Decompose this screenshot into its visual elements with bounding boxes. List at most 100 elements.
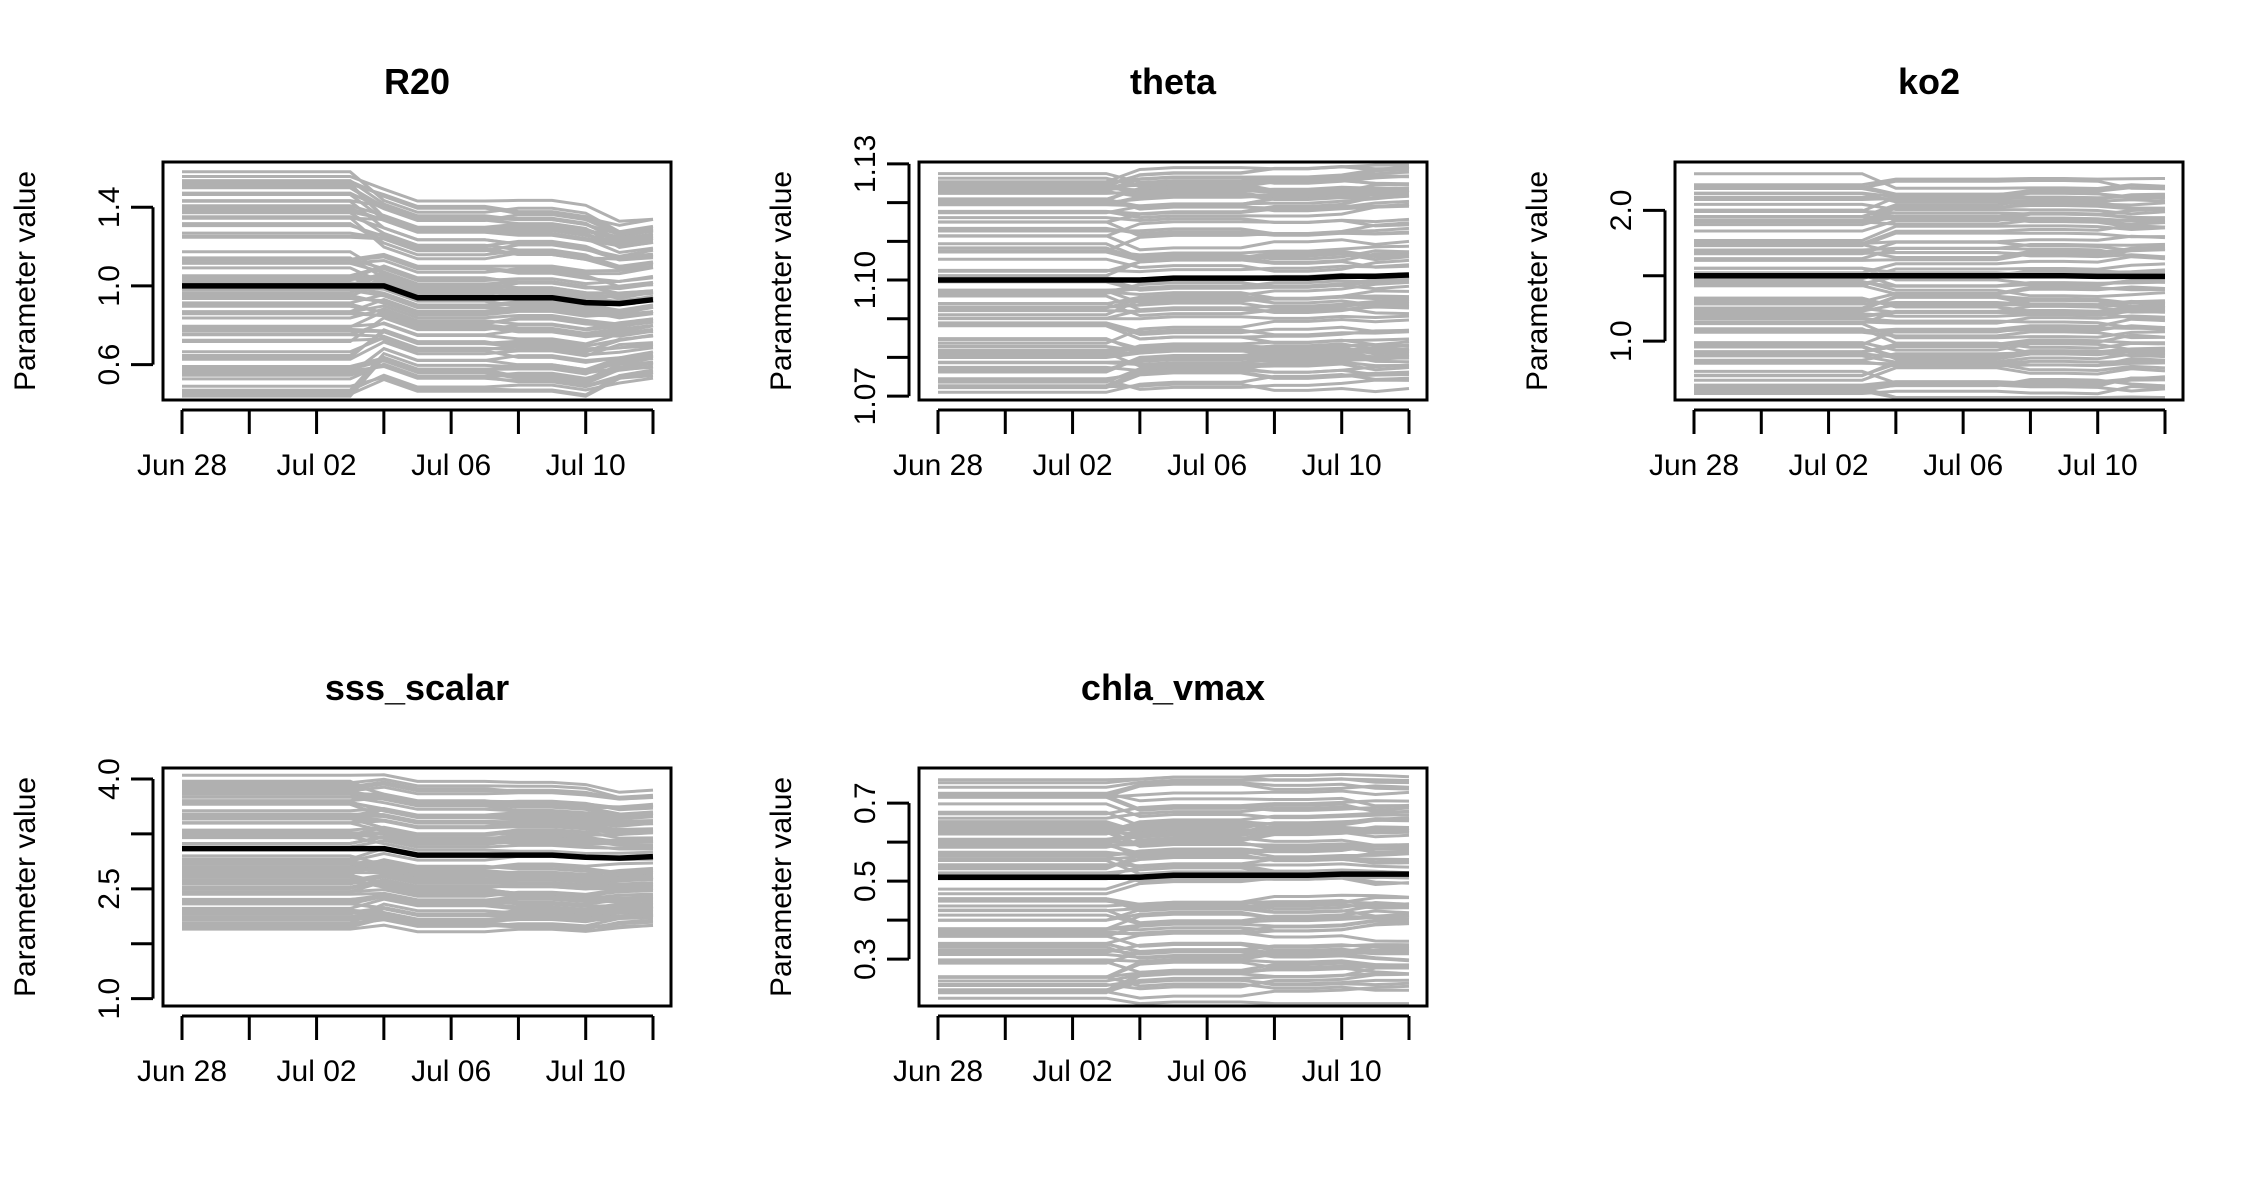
x-tick-label: Jul 06 bbox=[1167, 449, 1247, 482]
ensemble-member-line bbox=[1694, 330, 2166, 340]
ensemble-member-line bbox=[1694, 308, 2166, 319]
mean-series-line bbox=[1694, 273, 2165, 280]
y-tick-label: 1.13 bbox=[849, 135, 882, 193]
ensemble-member-line bbox=[938, 189, 1410, 204]
ensemble-member-line bbox=[1694, 177, 2166, 187]
ensemble-member-line bbox=[938, 984, 1410, 1000]
ensemble-member-line bbox=[182, 185, 654, 236]
x-tick-label: Jul 06 bbox=[1167, 1055, 1247, 1088]
plot-frame bbox=[917, 160, 1429, 402]
ensemble-member-line bbox=[1694, 262, 2166, 281]
panel-title: R20 bbox=[384, 61, 450, 102]
ensemble-member-line bbox=[938, 244, 1410, 257]
ensemble-member-line bbox=[1694, 172, 2166, 191]
x-tick-label: Jul 10 bbox=[1302, 1055, 1382, 1088]
ensemble-member-line bbox=[182, 364, 654, 389]
ensemble-member-line bbox=[938, 822, 1410, 832]
ensemble-member-line bbox=[938, 314, 1410, 321]
y-tick-label: 4.0 bbox=[93, 758, 126, 800]
ensemble-member-line bbox=[182, 878, 654, 891]
ensemble-member-line bbox=[938, 234, 1410, 252]
ensemble-member-line bbox=[1694, 317, 2166, 331]
ensemble-member-line bbox=[938, 165, 1410, 186]
ensemble-member-line bbox=[182, 312, 654, 338]
ensemble-member-line bbox=[1694, 242, 2166, 261]
x-tick-label: Jul 10 bbox=[1302, 449, 1382, 482]
ensemble-member-line bbox=[1694, 349, 2166, 362]
ensemble-member-line bbox=[938, 830, 1410, 849]
ensemble-member-line bbox=[938, 257, 1410, 273]
ensemble-member-line bbox=[938, 352, 1410, 374]
ensemble-member-line bbox=[938, 859, 1410, 876]
y-tick-label: 1.0 bbox=[93, 978, 126, 1020]
ensemble-member-line bbox=[182, 340, 654, 361]
plot-frame bbox=[161, 766, 673, 1008]
ensemble-member-line bbox=[1694, 322, 2166, 340]
ensemble-member-line bbox=[938, 960, 1410, 974]
y-tick-label: 1.0 bbox=[1605, 320, 1638, 362]
ensemble-member-line bbox=[1694, 255, 2166, 275]
ensemble-member-line bbox=[182, 368, 654, 397]
panel-title: theta bbox=[1130, 61, 1217, 102]
y-axis-label: Parameter value bbox=[9, 777, 42, 997]
ensemble-member-line bbox=[1694, 285, 2166, 304]
ensemble-member-line bbox=[938, 945, 1410, 960]
ensemble-member-line bbox=[182, 859, 654, 870]
ensemble-member-line bbox=[182, 256, 654, 305]
ensemble-member-line bbox=[938, 966, 1409, 987]
ensemble-member-line bbox=[938, 843, 1410, 857]
mean-series-line bbox=[938, 871, 1409, 880]
ensemble-member-line bbox=[1694, 341, 2166, 354]
y-axis-label: Parameter value bbox=[765, 171, 798, 391]
ensemble-member-line bbox=[938, 914, 1410, 931]
ensemble-member-line bbox=[182, 871, 654, 884]
ensemble-member-line bbox=[938, 296, 1410, 317]
y-tick-label: 2.0 bbox=[1605, 190, 1638, 232]
ensemble-member-line bbox=[938, 362, 1410, 384]
ensemble-member-line bbox=[938, 996, 1409, 1006]
y-tick-label: 1.4 bbox=[93, 186, 126, 228]
ensemble-member-line bbox=[1694, 179, 2166, 191]
y-tick-label: 0.5 bbox=[849, 860, 882, 902]
ensemble-member-line bbox=[182, 923, 654, 934]
ensemble-member-line bbox=[182, 854, 654, 881]
y-tick-label: 1.07 bbox=[849, 367, 882, 425]
y-tick-label: 0.3 bbox=[849, 938, 882, 980]
ensemble-member-line bbox=[1694, 191, 2166, 200]
ensemble-member-line bbox=[938, 321, 1410, 337]
ensemble-member-line bbox=[938, 795, 1409, 814]
ensemble-member-line bbox=[1694, 195, 2166, 207]
mean-series-line bbox=[182, 845, 654, 861]
x-tick-label: Jul 06 bbox=[411, 449, 491, 482]
ensemble-member-line bbox=[938, 919, 1410, 936]
y-axis-label: Parameter value bbox=[9, 171, 42, 391]
x-tick-label: Jun 28 bbox=[893, 449, 983, 482]
ensemble-member-line bbox=[938, 342, 1410, 359]
ensemble-member-line bbox=[1694, 207, 2166, 233]
y-tick-label: 1.10 bbox=[849, 251, 882, 309]
ensemble-member-line bbox=[938, 958, 1410, 979]
ensemble-member-line bbox=[182, 322, 654, 346]
ensemble-member-line bbox=[938, 324, 1410, 345]
ensemble-member-line bbox=[1694, 384, 2166, 396]
y-tick-label: 0.6 bbox=[93, 344, 126, 386]
ensemble-member-line bbox=[938, 192, 1410, 216]
ensemble-member-line bbox=[182, 183, 654, 245]
ensemble-member-line bbox=[1694, 338, 2166, 354]
ensemble-member-line bbox=[1694, 366, 2166, 382]
ensemble-member-line bbox=[182, 875, 654, 888]
ensemble-member-line bbox=[938, 197, 1410, 213]
ensemble-member-line bbox=[938, 817, 1410, 832]
x-tick-label: Jun 28 bbox=[1649, 449, 1739, 482]
x-tick-label: Jun 28 bbox=[137, 449, 227, 482]
ensemble-member-line bbox=[938, 276, 1410, 295]
ensemble-member-line bbox=[938, 300, 1410, 310]
ensemble-member-line bbox=[1694, 246, 2166, 259]
ensemble-member-line bbox=[182, 265, 654, 295]
ensemble-member-line bbox=[182, 208, 654, 239]
ensemble-member-line bbox=[1694, 325, 2166, 334]
x-tick-label: Jul 02 bbox=[1789, 449, 1869, 482]
plot-frame bbox=[1673, 160, 2185, 402]
plot-frame bbox=[917, 766, 1429, 1008]
ensemble-member-line bbox=[1694, 277, 2166, 288]
